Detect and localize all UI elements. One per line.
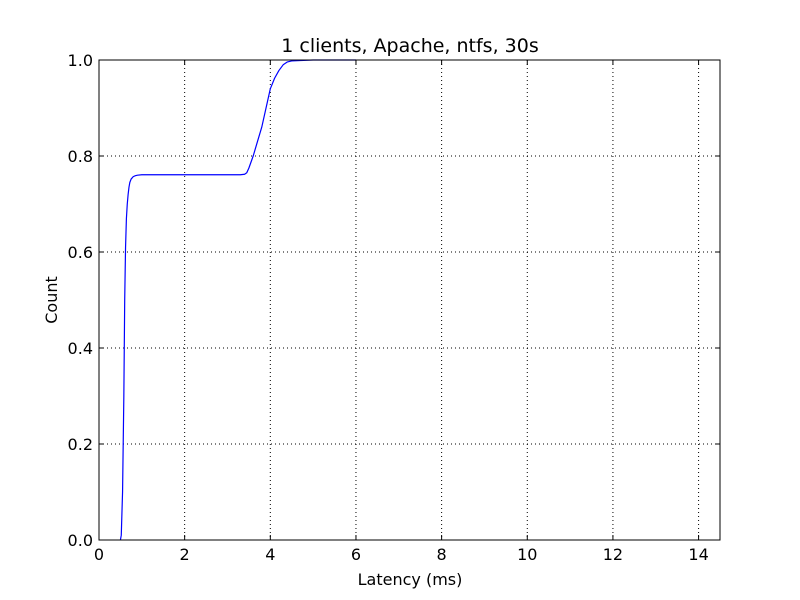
- x-tick-label: 10: [517, 545, 537, 564]
- cdf-series-line: [119, 59, 356, 541]
- x-tick-label: 2: [180, 545, 190, 564]
- y-tick-label: 0.2: [68, 435, 93, 454]
- y-tick-label: 0.0: [68, 531, 93, 550]
- x-tick-label: 0: [94, 545, 104, 564]
- axis-ticks: 0 2 4 6 8 10 12 14 0.0 0.2 0.4 0.6 0.8 1.0: [68, 51, 720, 564]
- x-axis-label: Latency (ms): [358, 570, 463, 589]
- x-tick-label: 6: [351, 545, 361, 564]
- x-tick-label: 14: [688, 545, 708, 564]
- y-tick-label: 0.8: [68, 147, 93, 166]
- series-lines: [119, 59, 356, 541]
- x-tick-label: 4: [265, 545, 275, 564]
- y-tick-label: 1.0: [68, 51, 93, 70]
- plot-frame: [98, 59, 721, 541]
- y-axis-label: Count: [42, 276, 61, 324]
- y-tick-label: 0.4: [68, 339, 93, 358]
- y-tick-label: 0.6: [68, 243, 93, 262]
- chart-title: 1 clients, Apache, ntfs, 30s: [281, 35, 538, 57]
- x-tick-label: 8: [437, 545, 447, 564]
- grid-lines: [99, 60, 720, 540]
- x-tick-label: 12: [603, 545, 623, 564]
